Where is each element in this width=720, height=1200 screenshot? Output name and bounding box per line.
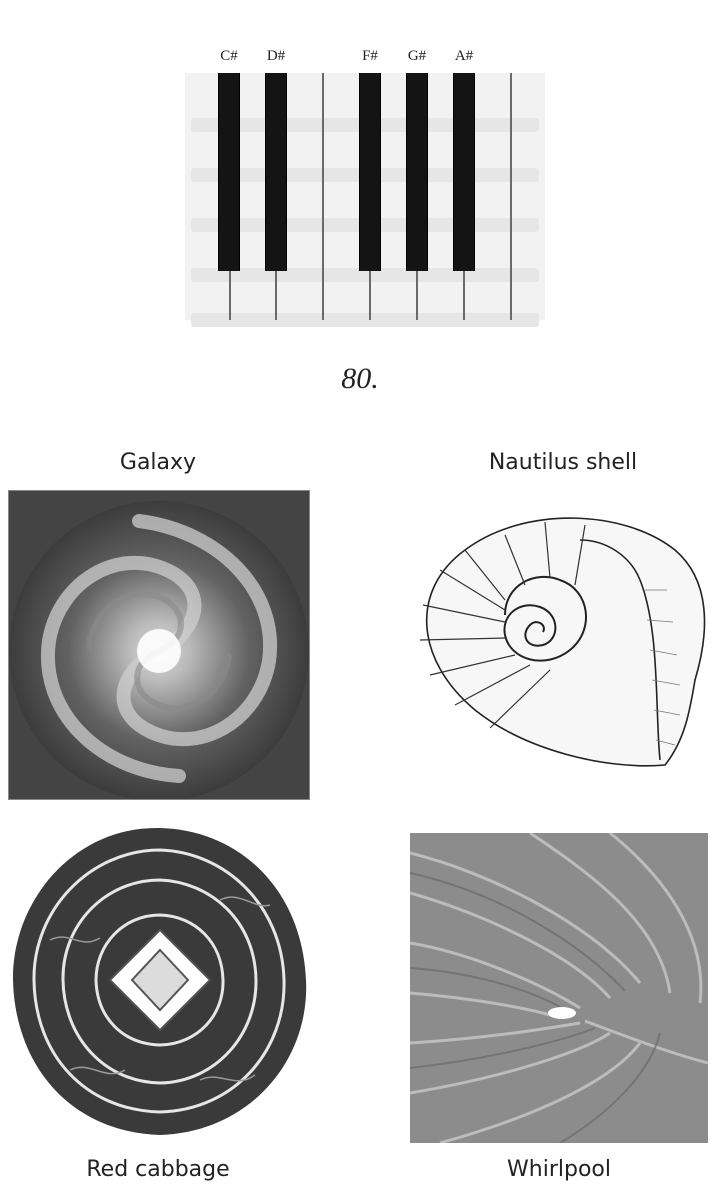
black-key-d-sharp xyxy=(265,73,287,271)
nautilus-caption: Nautilus shell xyxy=(488,450,638,475)
key-label-a-sharp: A# xyxy=(454,48,474,64)
red-cabbage-caption: Red cabbage xyxy=(86,1157,230,1182)
key-label-c-sharp: C# xyxy=(220,48,238,64)
nautilus-image xyxy=(405,510,715,775)
white-key-divider xyxy=(510,73,512,320)
key-label-f-sharp: F# xyxy=(362,48,378,64)
red-cabbage-icon xyxy=(12,827,307,1135)
black-key-f-sharp xyxy=(359,73,381,271)
key-label-g-sharp: G# xyxy=(407,48,427,64)
whirlpool-caption: Whirlpool xyxy=(507,1157,611,1182)
white-key-divider xyxy=(322,73,324,320)
galaxy-image xyxy=(8,490,310,800)
faded-text-row xyxy=(191,313,539,327)
black-key-g-sharp xyxy=(406,73,428,271)
galaxy-caption: Galaxy xyxy=(119,450,197,475)
nautilus-shell-icon xyxy=(419,517,706,767)
black-key-a-sharp xyxy=(453,73,475,271)
whirlpool-vortex-icon xyxy=(410,833,708,1143)
whirlpool-image xyxy=(410,833,708,1143)
red-cabbage-image xyxy=(10,820,310,1140)
spiral-galaxy-icon xyxy=(9,491,309,799)
piano-keyboard-figure: C# D# F# G# A# xyxy=(185,40,545,327)
page-number: 80. xyxy=(341,362,379,395)
faded-text-row xyxy=(191,268,539,282)
black-key-c-sharp xyxy=(218,73,240,271)
key-label-d-sharp: D# xyxy=(266,48,286,64)
